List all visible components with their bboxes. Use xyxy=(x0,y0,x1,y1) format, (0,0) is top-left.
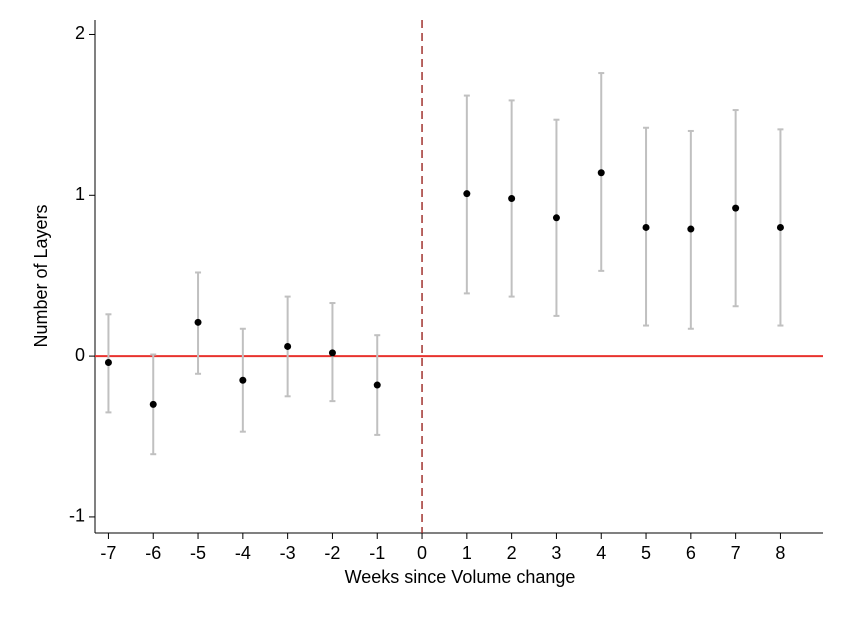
point xyxy=(508,195,516,203)
point xyxy=(284,342,292,350)
x-tick-label: 2 xyxy=(507,543,517,563)
point xyxy=(328,349,336,357)
y-axis-label: Number of Layers xyxy=(31,204,51,347)
x-tick-label: -4 xyxy=(235,543,251,563)
y-tick-label: 1 xyxy=(75,184,85,204)
point xyxy=(463,190,471,198)
point xyxy=(776,223,784,231)
point xyxy=(732,204,740,212)
x-tick-label: -6 xyxy=(145,543,161,563)
point xyxy=(239,376,247,384)
x-tick-label: -2 xyxy=(324,543,340,563)
x-tick-label: -7 xyxy=(100,543,116,563)
x-tick-label: 6 xyxy=(686,543,696,563)
point xyxy=(552,214,560,222)
point xyxy=(104,359,112,367)
y-tick-label: -1 xyxy=(69,506,85,526)
x-tick-label: 4 xyxy=(596,543,606,563)
y-tick-label: 0 xyxy=(75,345,85,365)
point xyxy=(149,400,157,408)
point xyxy=(687,225,695,233)
x-tick-label: -5 xyxy=(190,543,206,563)
x-tick-label: 5 xyxy=(641,543,651,563)
point xyxy=(597,169,605,177)
x-tick-label: 0 xyxy=(417,543,427,563)
x-tick-label: 7 xyxy=(731,543,741,563)
x-tick-label: 3 xyxy=(551,543,561,563)
point xyxy=(373,381,381,389)
x-tick-label: 8 xyxy=(775,543,785,563)
x-tick-label: -3 xyxy=(280,543,296,563)
x-axis-label: Weeks since Volume change xyxy=(345,567,576,587)
y-tick-label: 2 xyxy=(75,23,85,43)
point xyxy=(194,318,202,326)
point xyxy=(642,223,650,231)
x-tick-label: 1 xyxy=(462,543,472,563)
x-tick-label: -1 xyxy=(369,543,385,563)
